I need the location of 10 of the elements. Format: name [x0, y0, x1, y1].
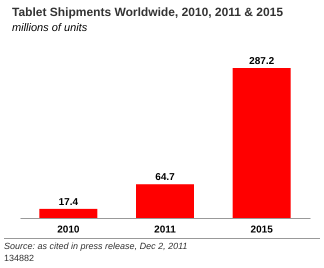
- source-note: Source: as cited in press release, Dec 2, 2011: [4, 240, 188, 251]
- data-label: 17.4: [58, 196, 78, 208]
- chart-subtitle: millions of units: [12, 22, 88, 34]
- x-tick-label: 2015: [250, 224, 274, 236]
- text: 134882: [4, 252, 36, 263]
- x-tick-label: 2011: [154, 224, 176, 236]
- data-label: 64.7: [155, 172, 176, 184]
- data-label: 287.2: [249, 56, 275, 67]
- x-tick-label: 2010: [57, 224, 80, 236]
- chart-title: Tablet Shipments Worldwide, 2010, 2011 & 2015: [12, 5, 284, 19]
